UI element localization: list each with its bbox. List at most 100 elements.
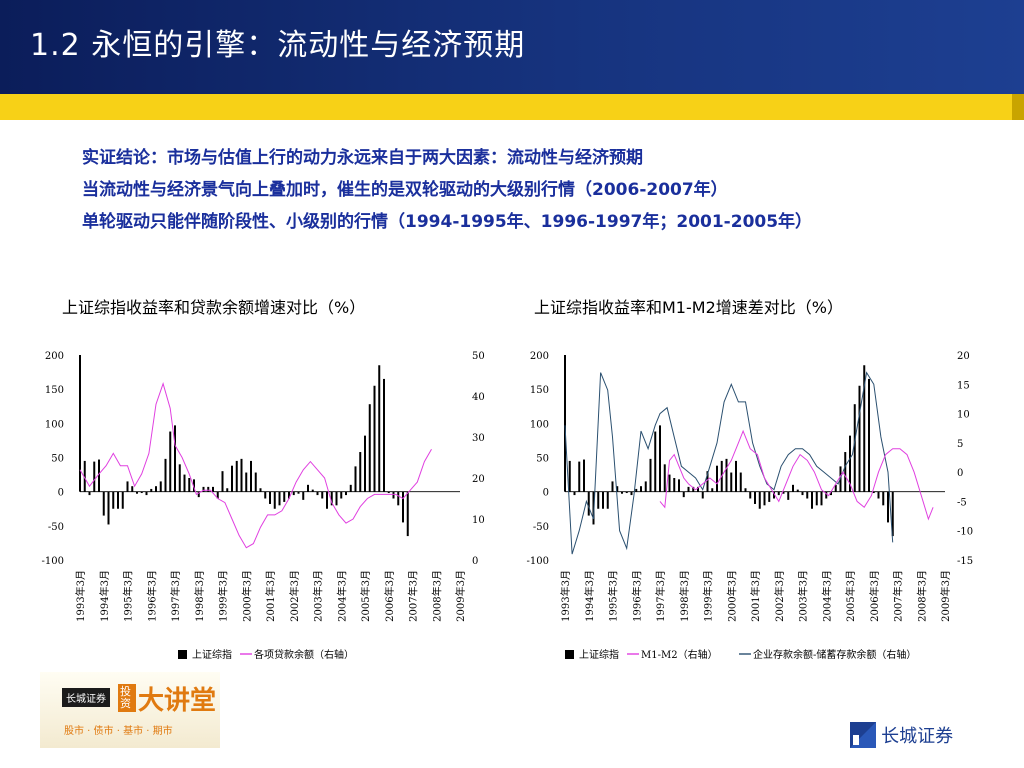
- x-axis-tick-label: 1996年3月: [145, 570, 158, 622]
- index-return-bar: [792, 484, 794, 492]
- legend-swatch-bars: [565, 650, 574, 659]
- index-return-bar: [863, 365, 866, 492]
- index-return-bar: [387, 491, 390, 494]
- index-return-bar: [131, 486, 134, 492]
- right-axis-tick-label: 30: [472, 433, 485, 444]
- left-axis-tick-label: 50: [51, 454, 64, 465]
- index-return-bar: [583, 459, 585, 492]
- index-return-bar: [654, 431, 657, 492]
- index-return-bar: [383, 378, 385, 492]
- x-axis-tick-label: 1999年3月: [217, 570, 230, 622]
- right-axis-tick-label: -10: [957, 527, 973, 538]
- index-return-bar: [749, 491, 752, 499]
- x-axis-tick-label: 1997年3月: [654, 570, 667, 622]
- index-return-bar: [150, 488, 153, 492]
- index-return-bar: [616, 486, 619, 492]
- index-return-bar: [796, 489, 799, 492]
- left-axis-tick-label: 150: [45, 385, 64, 396]
- index-return-bar: [188, 478, 191, 492]
- index-return-bar: [834, 484, 837, 492]
- index-return-bar: [359, 452, 362, 492]
- x-axis-tick-label: 2008年3月: [915, 570, 928, 622]
- index-return-bar: [711, 488, 714, 492]
- index-return-bar: [216, 491, 219, 499]
- index-return-bar: [663, 464, 666, 492]
- index-return-bar: [364, 435, 366, 492]
- index-return-bar: [345, 491, 347, 496]
- index-return-bar: [259, 488, 262, 492]
- x-axis-tick-label: 2003年3月: [312, 570, 325, 622]
- index-return-bar: [83, 460, 86, 492]
- index-return-bar: [321, 491, 324, 499]
- index-return-bar: [159, 481, 162, 492]
- x-axis-tick-label: 2002年3月: [773, 570, 786, 622]
- index-return-bar: [868, 378, 870, 492]
- index-return-bar: [882, 491, 885, 506]
- x-axis-tick-label: 2005年3月: [844, 570, 857, 622]
- index-return-bar: [93, 461, 96, 492]
- right-axis-tick-label: 5: [957, 439, 963, 450]
- index-return-bar: [121, 491, 124, 509]
- index-return-bar: [169, 431, 172, 492]
- x-axis-tick-label: 1995年3月: [607, 570, 620, 622]
- right-axis-tick-label: 20: [472, 474, 485, 485]
- index-return-bar: [250, 460, 252, 492]
- left-axis-tick-label: -100: [527, 556, 549, 567]
- index-return-bar: [231, 465, 233, 492]
- index-return-bar: [649, 458, 652, 492]
- x-axis-tick-label: 2000年3月: [725, 570, 738, 622]
- legend-label: 上证综指: [579, 648, 619, 661]
- index-return-bar: [202, 486, 205, 492]
- index-return-bar: [787, 491, 790, 500]
- index-return-bar: [887, 491, 889, 523]
- index-return-bar: [273, 491, 276, 509]
- index-return-bar: [730, 472, 733, 492]
- right-axis-tick-label: 10: [957, 410, 970, 421]
- index-return-bar: [183, 474, 186, 492]
- index-return-bar: [564, 355, 566, 492]
- logo-subtitle: 股市 · 债市 · 基市 · 期市: [64, 726, 173, 737]
- logo-invest-badge: 投资: [118, 684, 136, 712]
- index-return-bar: [891, 491, 894, 537]
- page-title: 1.2 永恒的引擎：流动性与经济预期: [30, 28, 526, 63]
- index-return-bar: [136, 491, 138, 494]
- index-return-bar: [226, 488, 229, 492]
- conclusion-line-2: 当流动性与经济景气向上叠加时，催生的是双轮驱动的大级别行情（2006-2007年…: [82, 180, 728, 200]
- index-return-bar: [368, 404, 371, 492]
- left-axis-tick-label: 150: [530, 385, 549, 396]
- index-return-bar: [725, 458, 728, 492]
- index-return-bar: [126, 481, 129, 492]
- index-return-bar: [402, 491, 404, 523]
- index-return-bar: [264, 491, 267, 499]
- right-axis-tick-label: 40: [472, 392, 485, 403]
- index-return-bar: [768, 491, 771, 502]
- index-return-bar: [858, 385, 861, 492]
- legend-label: 各项贷款余额（右轴）: [254, 648, 354, 661]
- index-return-bar: [758, 491, 761, 509]
- left-axis-tick-label: 200: [45, 351, 64, 362]
- right-axis-tick-label: -15: [957, 556, 973, 567]
- x-axis-tick-label: 2007年3月: [892, 570, 905, 622]
- index-return-bar: [801, 491, 804, 496]
- x-axis-tick-label: 1998年3月: [193, 570, 206, 622]
- right-axis-tick-label: 50: [472, 351, 485, 362]
- index-return-bar: [763, 491, 766, 506]
- index-return-bar: [744, 488, 747, 492]
- left-axis-tick-label: -50: [533, 522, 549, 533]
- index-return-bar: [269, 491, 271, 504]
- left-axis-tick-label: 0: [543, 488, 549, 499]
- logo-org-badge: 长城证券: [62, 688, 110, 707]
- x-axis-tick-label: 2004年3月: [820, 570, 833, 622]
- index-return-bar: [178, 464, 181, 492]
- index-return-bar: [79, 355, 81, 492]
- index-return-bar: [716, 465, 718, 492]
- x-axis-tick-label: 1998年3月: [678, 570, 691, 622]
- index-return-bar: [221, 471, 224, 492]
- logo-invest-text: 投资: [120, 685, 131, 710]
- x-axis-tick-label: 1995年3月: [122, 570, 135, 622]
- x-axis-tick-label: 1997年3月: [169, 570, 182, 622]
- index-return-bar: [592, 491, 595, 525]
- brand-name: 长城证券: [881, 726, 954, 747]
- index-return-bar: [117, 491, 119, 509]
